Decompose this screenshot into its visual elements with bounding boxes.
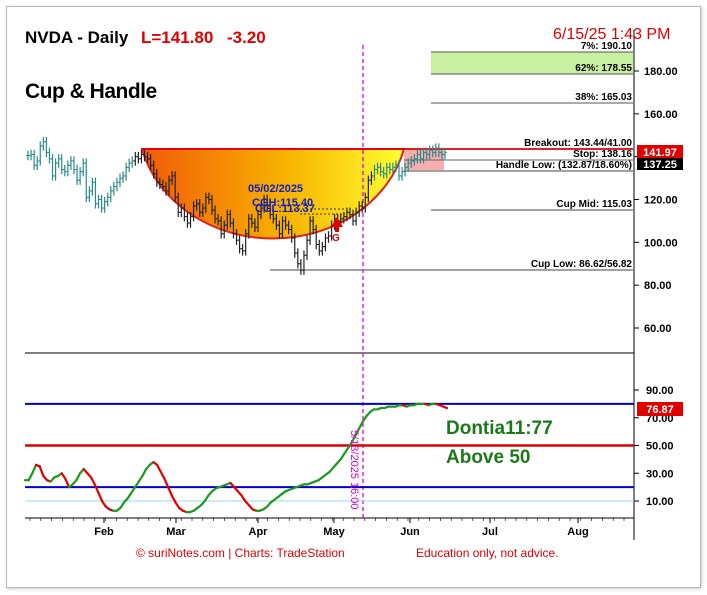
indicator-segment (141, 467, 148, 478)
indicator-segment (133, 480, 140, 489)
indicator-segment (354, 427, 361, 437)
price-y-tick-label: 80.00 (644, 280, 672, 292)
last-price: L=141.80 (141, 28, 214, 47)
indicator-segment (170, 494, 177, 504)
symbol-title: NVDA - Daily (25, 28, 129, 47)
price-y-tick-label: 160.00 (644, 109, 678, 121)
level-label-62: 62%: 178.55 (575, 63, 632, 74)
indicator-segment (119, 501, 126, 510)
level-label-cup-mid: Cup Mid: 115.03 (556, 199, 632, 210)
x-tick-label: May (323, 526, 345, 538)
indicator-segment (240, 494, 247, 503)
ind-y-tick-label: 30.00 (646, 468, 674, 480)
x-tick-label: Jul (482, 526, 498, 538)
indicator-segment (343, 447, 350, 455)
level-label-handle-low: Handle Low: (132.87/18.60%) (496, 160, 632, 171)
x-tick-label: Apr (249, 526, 269, 538)
price-tag-last: 141.97 (643, 147, 677, 159)
ohlc-bars (26, 136, 447, 275)
price-tag-stop: 137.25 (643, 159, 677, 171)
x-ticks: Feb Mar Apr May Jun Jul Aug (29, 518, 625, 538)
indicator-segment (60, 472, 67, 480)
datetime-stamp: 6/15/25 1:43 PM (553, 26, 671, 43)
indicator-segment (156, 463, 162, 473)
indicator-segment (361, 415, 368, 424)
level-label-stop: Stop: 138.16 (573, 149, 632, 160)
price-tag-indicator: 76.87 (646, 404, 674, 416)
x-tick-label: Mar (166, 526, 186, 538)
footer-disclaimer: Education only, not advice. (416, 546, 559, 560)
price-tag-stop-bg (637, 158, 683, 170)
indicator-segment (174, 501, 181, 510)
price-tag-last-bg (637, 145, 683, 159)
price-change: -3.20 (227, 28, 266, 47)
ind-y-tick-label: 50.00 (646, 441, 674, 453)
indicator-segment (167, 486, 173, 497)
price-y-tick-label: 100.00 (644, 237, 678, 249)
g-marker-label: G (332, 233, 340, 244)
indicator-segment (339, 452, 346, 461)
indicator-pane (23, 402, 634, 514)
indicator-segment (137, 474, 144, 483)
ind-y-tick-label: 10.00 (646, 496, 674, 508)
level-label-cup-low: Cup Low: 86.62/56.82 (531, 259, 633, 270)
indicator-segment (97, 491, 104, 503)
ind-y-tick-label: 90.00 (646, 385, 674, 397)
price-y-tick-label: 120.00 (644, 195, 678, 207)
above-50-label: Above 50 (446, 447, 530, 468)
indicator-segment (442, 405, 449, 410)
fib-green-band (431, 52, 633, 74)
level-label-breakout: Breakout: 143.44/41.00 (524, 138, 632, 149)
indicator-segment (89, 476, 96, 486)
indicator-segment (159, 470, 166, 480)
indicator-segment (163, 477, 170, 489)
indicator-segment (126, 491, 133, 500)
indicator-segment (31, 463, 38, 475)
cgl-label: CGL:113.37 (255, 203, 315, 215)
indicator-segment (100, 499, 107, 508)
indicator-segment (357, 420, 364, 430)
pattern-title: Cup & Handle (25, 80, 157, 103)
x-tick-label: Aug (567, 526, 588, 538)
indicator-segment (75, 472, 82, 482)
cgh-date-label: 05/02/2025 (248, 183, 303, 195)
price-tag-ind-bg (637, 402, 683, 416)
indicator-segment (64, 477, 71, 489)
level-label-77: 7%: 190.10 (581, 41, 633, 52)
cgh-label: CGH:115.40 (252, 197, 313, 209)
indicator-segment (203, 494, 210, 503)
indicator-segment (93, 483, 100, 494)
event-vline-label: 5/13/2025 16:00 (348, 430, 360, 510)
indicator-segment (130, 486, 137, 494)
x-tick-label: Feb (94, 526, 114, 538)
indicator-segment (27, 472, 34, 482)
level-label-38: 38%: 165.03 (575, 92, 632, 103)
indicator-segment (350, 434, 357, 444)
price-y-tick-label: 60.00 (644, 323, 672, 335)
dontia-label: Dontia11:77 (446, 418, 553, 439)
footer-source: © suriNotes.com | Charts: TradeStation (136, 546, 345, 560)
x-tick-label: Jun (400, 526, 420, 538)
price-y-tick-label: 180.00 (644, 66, 678, 78)
g-arrow-icon (331, 217, 343, 232)
indicator-segment (346, 441, 353, 450)
indicator-segment (38, 465, 45, 478)
